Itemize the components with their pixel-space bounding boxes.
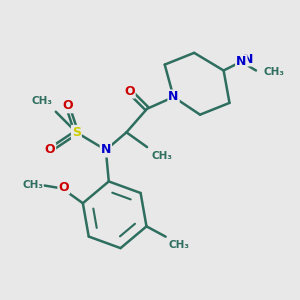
Text: CH₃: CH₃ [263, 67, 284, 77]
Text: O: O [58, 181, 69, 194]
Text: O: O [45, 143, 55, 157]
Text: O: O [62, 99, 73, 112]
Text: N: N [243, 53, 253, 66]
Text: CH₃: CH₃ [32, 96, 53, 106]
Text: N: N [236, 55, 247, 68]
Text: S: S [72, 126, 81, 139]
Text: O: O [124, 85, 135, 98]
Text: N: N [168, 91, 179, 103]
Text: CH₃: CH₃ [152, 152, 172, 161]
Text: N: N [100, 143, 111, 157]
Text: CH₃: CH₃ [169, 240, 190, 250]
Text: CH₃: CH₃ [22, 180, 43, 190]
